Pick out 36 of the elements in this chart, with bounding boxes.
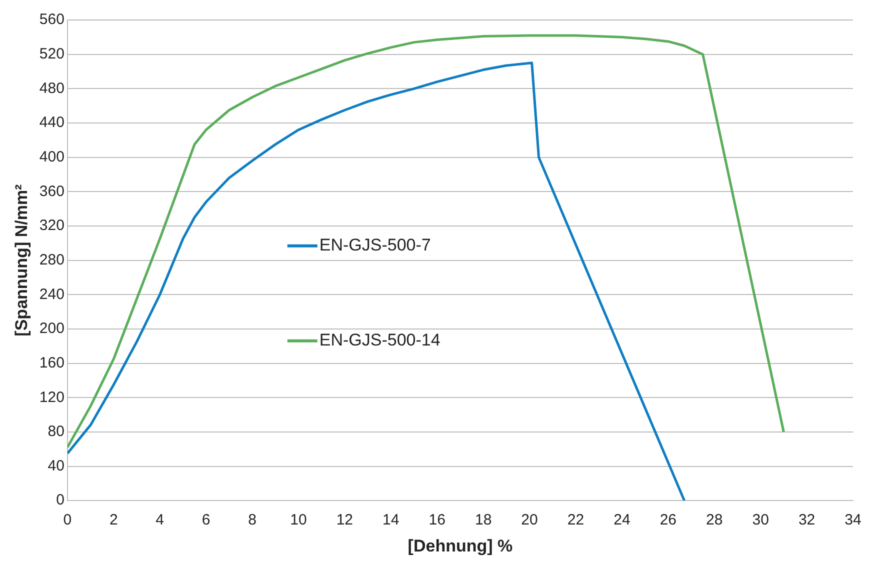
y-tick-label: 160 bbox=[39, 354, 64, 372]
y-tick-label: 240 bbox=[39, 286, 64, 303]
x-tick-label: 8 bbox=[248, 512, 256, 529]
y-tick-label: 0 bbox=[56, 492, 64, 509]
x-tick-label: 10 bbox=[290, 512, 307, 529]
x-tick-label: 4 bbox=[156, 512, 164, 529]
y-axis-title: [Spannung] N/mm² bbox=[12, 184, 31, 336]
x-tick-label: 24 bbox=[614, 512, 630, 529]
x-tick-label: 12 bbox=[336, 512, 354, 529]
y-tick-label: 520 bbox=[39, 45, 64, 62]
y-tick-label: 480 bbox=[39, 80, 64, 97]
x-tick-label: 2 bbox=[109, 512, 118, 529]
x-tick-label: 22 bbox=[567, 512, 584, 529]
legend-label: EN-GJS-500-14 bbox=[319, 330, 440, 350]
y-tick-label: 200 bbox=[39, 320, 64, 338]
x-tick-label: 16 bbox=[428, 512, 446, 529]
y-tick-label: 320 bbox=[39, 217, 64, 234]
x-tick-label: 20 bbox=[521, 512, 538, 529]
x-tick-label: 6 bbox=[202, 512, 210, 529]
x-tick-label: 26 bbox=[660, 512, 677, 529]
x-tick-label: 30 bbox=[752, 512, 769, 529]
x-tick-label: 32 bbox=[798, 512, 816, 529]
y-tick-label: 400 bbox=[39, 148, 64, 166]
y-tick-label: 360 bbox=[39, 182, 64, 200]
x-axis-title: [Dehnung] % bbox=[408, 536, 513, 556]
x-tick-label: 28 bbox=[706, 512, 723, 529]
y-tick-label: 120 bbox=[39, 388, 64, 406]
x-tick-label: 14 bbox=[382, 512, 400, 529]
legend-label: EN-GJS-500-7 bbox=[319, 236, 431, 255]
y-tick-label: 560 bbox=[39, 11, 64, 28]
x-tick-label: 34 bbox=[844, 512, 862, 529]
y-tick-label: 440 bbox=[39, 114, 64, 132]
y-tick-label: 80 bbox=[48, 423, 64, 440]
y-tick-label: 40 bbox=[48, 457, 64, 474]
x-tick-label: 18 bbox=[474, 512, 492, 529]
y-tick-label: 280 bbox=[39, 251, 64, 268]
